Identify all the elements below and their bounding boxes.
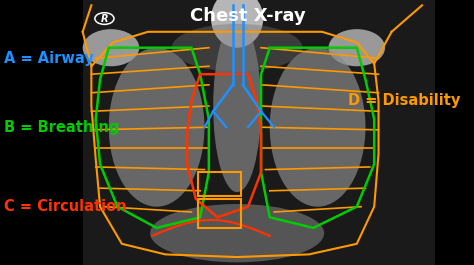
Ellipse shape xyxy=(82,29,139,66)
Ellipse shape xyxy=(172,24,302,72)
Text: C = Circulation: C = Circulation xyxy=(4,199,127,214)
Text: D = Disability: D = Disability xyxy=(348,93,460,108)
Text: B = Breathing: B = Breathing xyxy=(4,120,120,135)
Ellipse shape xyxy=(211,0,263,48)
Bar xyxy=(198,199,241,228)
Text: R: R xyxy=(100,14,108,24)
Ellipse shape xyxy=(150,204,324,262)
Text: A = Airway: A = Airway xyxy=(4,51,94,66)
Ellipse shape xyxy=(270,48,365,207)
Ellipse shape xyxy=(213,20,261,192)
Bar xyxy=(198,172,241,196)
Text: Chest X-ray: Chest X-ray xyxy=(190,7,306,25)
Ellipse shape xyxy=(328,29,385,66)
Bar xyxy=(82,0,435,265)
Ellipse shape xyxy=(109,48,204,207)
